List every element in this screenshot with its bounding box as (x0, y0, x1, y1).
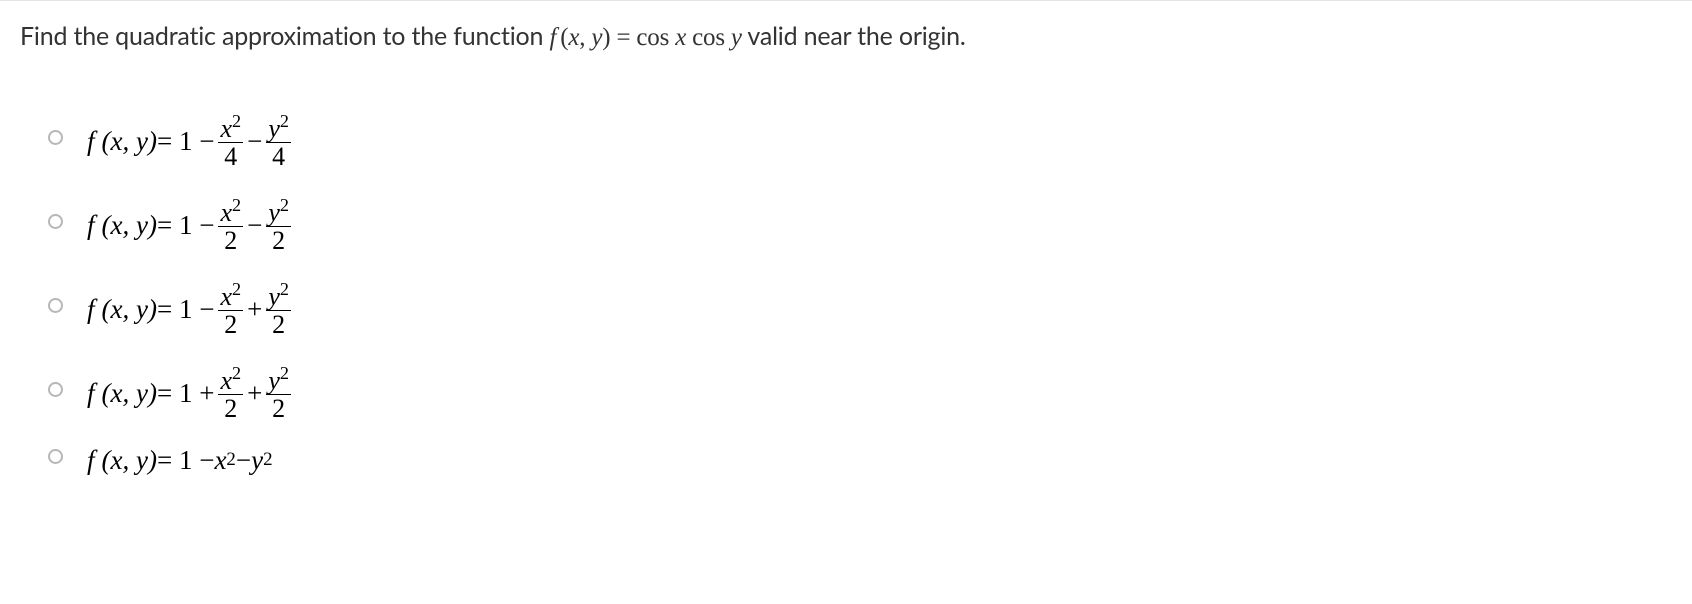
question-prefix: Find the quadratic approximation to the … (20, 21, 549, 51)
opt-args: (x, y) (102, 294, 157, 325)
question-var-x: x (568, 24, 579, 51)
question-text: Find the quadratic approximation to the … (20, 21, 1672, 52)
question-equals: = (610, 24, 636, 51)
radio-5[interactable] (48, 449, 63, 464)
opt1-op2: − (247, 126, 262, 157)
opt3-frac1: x2 2 (218, 280, 243, 339)
option-5-math: f(x, y) = 1 − x2 − y2 (87, 438, 273, 482)
opt3-op2: + (247, 294, 262, 325)
opt-args: (x, y) (102, 126, 157, 157)
opt2-op2: − (247, 210, 262, 241)
question-func-letter: f (549, 24, 556, 51)
radio-3[interactable] (48, 298, 63, 313)
option-1-math: f(x, y) = 1 − x2 4 − y2 4 (87, 102, 295, 180)
opt2-frac1: x2 2 (218, 196, 243, 255)
opt4-frac2: y2 2 (266, 364, 291, 423)
opt5-op: − (236, 445, 251, 476)
opt-f: f (87, 445, 95, 476)
question-card: Find the quadratic approximation to the … (0, 0, 1692, 518)
radio-1[interactable] (48, 130, 63, 145)
opt1-frac1: x2 4 (218, 112, 243, 171)
opt-eq: = 1 + (157, 378, 214, 409)
question-cos-x: cos (636, 24, 669, 51)
options-list: f(x, y) = 1 − x2 4 − y2 4 f(x, y) = 1 − … (20, 102, 1672, 482)
opt-args: (x, y) (102, 378, 157, 409)
opt4-frac1: x2 2 (218, 364, 243, 423)
opt4-op2: + (247, 378, 262, 409)
opt-f: f (87, 378, 95, 409)
question-x: x (669, 24, 686, 51)
opt-eq: = 1 − (157, 445, 214, 476)
option-1[interactable]: f(x, y) = 1 − x2 4 − y2 4 (48, 102, 1672, 180)
question-comma: , (579, 24, 591, 51)
option-5[interactable]: f(x, y) = 1 − x2 − y2 (48, 438, 1672, 482)
opt-args: (x, y) (102, 210, 157, 241)
opt-args: (x, y) (102, 445, 157, 476)
radio-4[interactable] (48, 382, 63, 397)
option-2-math: f(x, y) = 1 − x2 2 − y2 2 (87, 186, 295, 264)
opt-eq: = 1 − (157, 294, 214, 325)
opt1-frac2: y2 4 (266, 112, 291, 171)
opt-f: f (87, 210, 95, 241)
opt5-y: y (251, 445, 263, 476)
question-y: y (725, 24, 742, 51)
opt-eq: = 1 − (157, 210, 214, 241)
question-suffix: valid near the origin. (742, 21, 966, 51)
opt2-frac2: y2 2 (266, 196, 291, 255)
option-3[interactable]: f(x, y) = 1 − x2 2 + y2 2 (48, 270, 1672, 348)
opt-eq: = 1 − (157, 126, 214, 157)
opt3-frac2: y2 2 (266, 280, 291, 339)
option-4-math: f(x, y) = 1 + x2 2 + y2 2 (87, 354, 295, 432)
option-4[interactable]: f(x, y) = 1 + x2 2 + y2 2 (48, 354, 1672, 432)
question-cos-y: cos (686, 24, 725, 51)
opt-f: f (87, 126, 95, 157)
question-var-y: y (591, 24, 602, 51)
option-2[interactable]: f(x, y) = 1 − x2 2 − y2 2 (48, 186, 1672, 264)
option-3-math: f(x, y) = 1 − x2 2 + y2 2 (87, 270, 295, 348)
opt-f: f (87, 294, 95, 325)
opt5-y-exp: 2 (263, 449, 272, 471)
opt5-x-exp: 2 (226, 449, 235, 471)
opt5-x: x (214, 445, 226, 476)
radio-2[interactable] (48, 214, 63, 229)
